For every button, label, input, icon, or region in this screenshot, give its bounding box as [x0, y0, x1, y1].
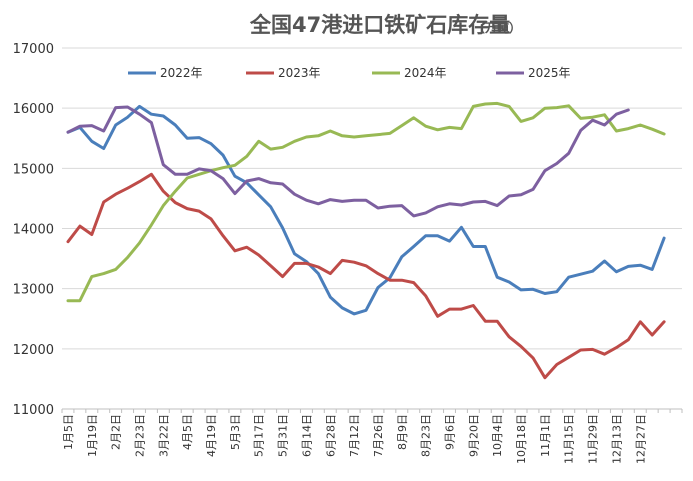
x-tick-label: 6月14日 — [300, 414, 313, 457]
x-tick-label: 5月3日 — [229, 414, 242, 450]
axes: 11000 12000 13000 14000 15000 16000 17000 1月5日 1… — [13, 42, 683, 464]
x-tick-label: 5月17日 — [253, 414, 266, 457]
x-tick-label: 2月2日 — [110, 414, 123, 450]
series-lines — [66, 101, 666, 380]
x-tick-label: 6月28日 — [324, 414, 337, 457]
series-line-2 — [66, 101, 666, 303]
x-tick-label: 7月26日 — [372, 414, 385, 457]
x-tick-label: 11月29日 — [587, 414, 600, 464]
series-line-0 — [66, 104, 666, 316]
series-line-3 — [66, 105, 630, 218]
chart-unit-label: （万吨） — [473, 20, 521, 35]
x-tick-label: 4月5日 — [181, 414, 194, 450]
x-tick-label: 9月20日 — [467, 414, 480, 457]
chart-title: 全国47港进口铁矿石库存量 — [249, 13, 510, 37]
x-tick-label: 1月5日 — [62, 414, 75, 450]
x-tick-label: 4月19日 — [205, 414, 218, 457]
x-tick-label: 11月15日 — [563, 414, 576, 464]
x-tick-label: 1月19日 — [86, 414, 99, 457]
x-tick-label: 10月18日 — [515, 414, 528, 464]
series-line-1 — [66, 172, 666, 380]
x-tick-label: 8月23日 — [420, 414, 433, 457]
legend-label: 2022年 — [160, 66, 203, 80]
y-tick-label: 11000 — [13, 403, 54, 418]
y-tick-label: 15000 — [13, 162, 54, 177]
legend-label: 2024年 — [404, 66, 447, 80]
y-tick-label: 12000 — [13, 343, 54, 358]
legend-label: 2025年 — [528, 66, 571, 80]
x-tick-label: 12月27日 — [634, 414, 647, 464]
x-tick-label: 10月4日 — [491, 414, 504, 457]
x-tick-label: 3月22日 — [157, 414, 170, 457]
x-tick-label: 12月13日 — [610, 414, 623, 464]
x-tick-label: 8月9日 — [396, 414, 409, 450]
x-tick-label: 9月6日 — [444, 414, 457, 450]
gridlines — [62, 47, 682, 410]
legend-label: 2023年 — [278, 66, 321, 80]
x-tick-label: 2月23日 — [134, 414, 147, 457]
y-tick-label: 13000 — [13, 283, 54, 298]
y-tick-label: 16000 — [13, 102, 54, 117]
y-tick-label: 14000 — [13, 223, 54, 238]
legend: 2022年 2023年 2024年 2025年 — [128, 66, 571, 80]
x-tick-label: 7月12日 — [348, 414, 361, 457]
y-tick-label: 17000 — [13, 42, 54, 57]
x-tick-label: 5月31日 — [277, 414, 290, 457]
x-tick-label: 11月1日 — [539, 414, 552, 457]
